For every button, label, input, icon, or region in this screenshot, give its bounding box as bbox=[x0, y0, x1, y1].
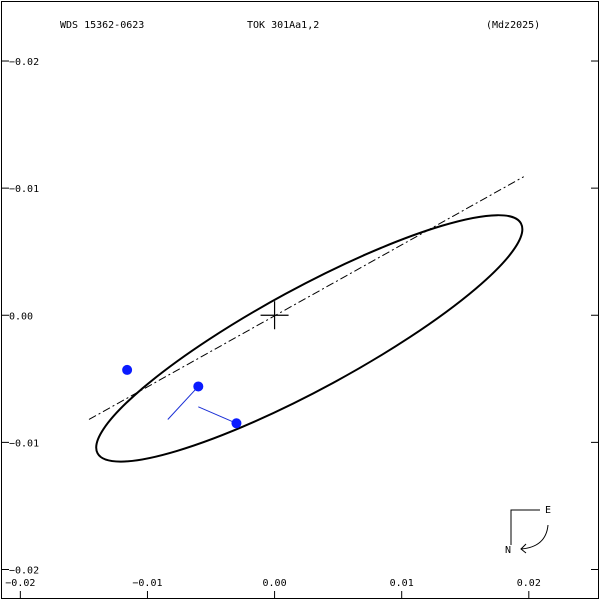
y-tick-label: 0.00 bbox=[9, 311, 33, 322]
x-tick-label: −0.02 bbox=[5, 578, 35, 589]
x-tick-label: 0.02 bbox=[517, 578, 541, 589]
data-marks bbox=[88, 176, 524, 463]
y-tick-label: −0.02 bbox=[9, 57, 39, 68]
x-tick-label: −0.01 bbox=[132, 578, 162, 589]
north-arrow-head bbox=[520, 543, 527, 554]
east-arrow-line bbox=[510, 509, 540, 545]
observation-point bbox=[231, 418, 242, 429]
wds-id-label: WDS 15362-0623 bbox=[60, 20, 144, 31]
east-label: E bbox=[545, 505, 551, 516]
residual-line bbox=[198, 406, 237, 424]
north-label: N bbox=[505, 545, 511, 556]
line-of-nodes bbox=[88, 176, 524, 420]
north-arrow-curve bbox=[520, 524, 549, 550]
y-tick-label: −0.01 bbox=[9, 184, 39, 195]
observation-point bbox=[122, 364, 133, 375]
x-tick-label: 0.00 bbox=[263, 578, 287, 589]
x-tick-label: 0.01 bbox=[390, 578, 414, 589]
discoverer-label: TOK 301Aa1,2 bbox=[247, 20, 319, 31]
axes: −0.02 −0.01 0.00 0.01 0.02 −0.02 −0.01 0.00 −0.0… bbox=[2, 57, 598, 598]
compass: E N bbox=[505, 505, 551, 556]
residual-line bbox=[167, 386, 199, 420]
y-tick-label: −0.02 bbox=[9, 565, 39, 576]
reference-label: (Mdz2025) bbox=[486, 20, 540, 31]
orbit-ellipse bbox=[95, 214, 524, 463]
y-tick-label: −0.01 bbox=[9, 438, 39, 449]
observation-point bbox=[193, 381, 204, 392]
